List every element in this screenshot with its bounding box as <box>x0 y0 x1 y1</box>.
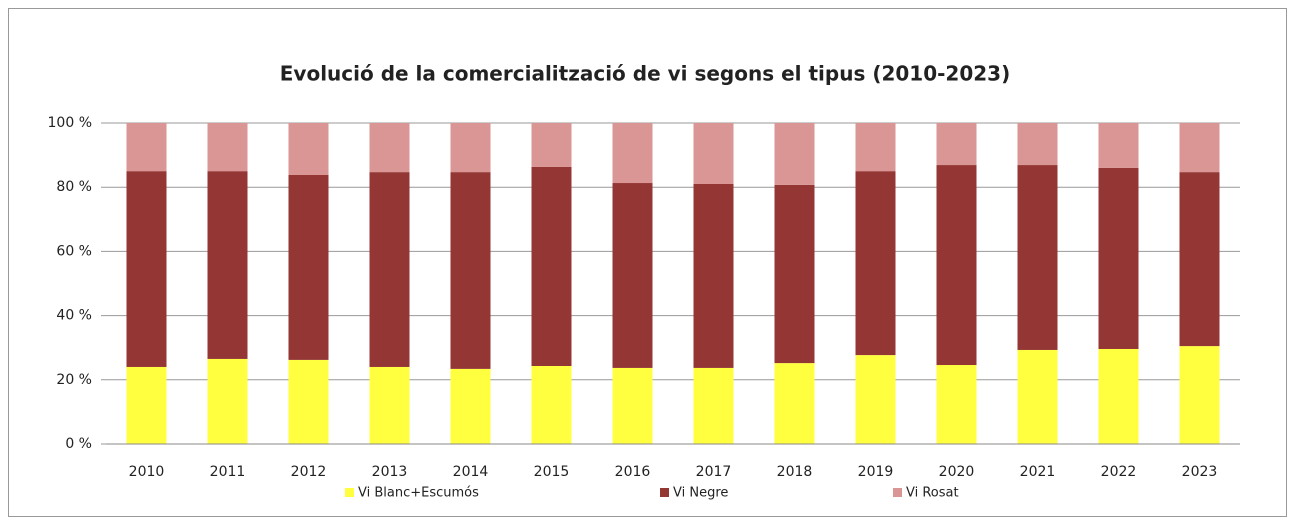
bar-segment <box>1179 172 1220 347</box>
bar-segment <box>936 165 977 366</box>
bar-segment <box>855 355 896 444</box>
bar-segment <box>126 123 167 172</box>
y-tick-label: 100 % <box>48 115 92 131</box>
x-tick-label: 2015 <box>534 464 570 480</box>
bar-segment <box>207 358 248 444</box>
legend: Vi Blanc+Escumós Vi Negre Vi Rosat <box>345 486 959 501</box>
bar-segment <box>531 166 572 366</box>
bar-segment <box>531 123 572 167</box>
y-tick-label: 20 % <box>56 372 92 388</box>
bar-segment <box>288 359 329 444</box>
x-tick-label: 2014 <box>453 464 489 480</box>
bar-segment <box>450 368 491 444</box>
bar-segment <box>369 172 410 367</box>
bar-segment <box>1017 123 1058 166</box>
legend-label: Vi Negre <box>673 486 728 501</box>
bar-segment <box>369 123 410 173</box>
bar-segment <box>369 366 410 444</box>
bar-segment <box>936 365 977 444</box>
bar-segment <box>207 123 248 172</box>
bar-segment <box>612 123 653 184</box>
y-tick-label: 80 % <box>56 179 92 195</box>
bar-segment <box>288 123 329 176</box>
bar-segment <box>1017 349 1058 444</box>
bar-segment <box>693 123 734 184</box>
x-tick-label: 2013 <box>372 464 408 480</box>
legend-swatch <box>660 488 669 497</box>
bar-segment <box>207 171 248 359</box>
chart-title: Evolució de la comercialització de vi se… <box>280 62 1010 86</box>
bar-segment <box>693 183 734 368</box>
bar-segment <box>774 123 815 185</box>
x-tick-label: 2020 <box>939 464 975 480</box>
bar-segment <box>774 184 815 364</box>
x-tick-label: 2022 <box>1101 464 1137 480</box>
x-tick-label: 2011 <box>210 464 246 480</box>
bar-segment <box>693 367 734 444</box>
bar-segment <box>288 175 329 360</box>
bar-segment <box>612 183 653 368</box>
bar-segment <box>1098 167 1139 349</box>
y-tick-label: 0 % <box>65 436 92 452</box>
x-tick-label: 2017 <box>696 464 732 480</box>
legend-swatch <box>345 488 354 497</box>
y-tick-label: 40 % <box>56 308 92 324</box>
legend-label: Vi Blanc+Escumós <box>358 486 479 501</box>
x-tick-label: 2023 <box>1182 464 1218 480</box>
bar-segment <box>450 123 491 173</box>
bar-segment <box>531 365 572 444</box>
x-tick-label: 2012 <box>291 464 327 480</box>
bar-segment <box>936 123 977 166</box>
bar-segment <box>1098 348 1139 444</box>
bar-segment <box>612 367 653 444</box>
bar-segment <box>126 171 167 367</box>
bar-segment <box>1179 346 1220 444</box>
bar-segment <box>1098 123 1139 168</box>
legend-swatch <box>893 488 902 497</box>
x-tick-label: 2010 <box>129 464 165 480</box>
legend-label: Vi Rosat <box>906 486 959 501</box>
x-tick-label: 2018 <box>777 464 813 480</box>
x-tick-label: 2021 <box>1020 464 1056 480</box>
x-tick-label: 2016 <box>615 464 651 480</box>
bar-segment <box>450 172 491 369</box>
bar-segment <box>1017 165 1058 350</box>
y-tick-label: 60 % <box>56 243 92 259</box>
bar-segment <box>774 363 815 444</box>
bar-segment <box>126 366 167 444</box>
bar-segment <box>855 123 896 172</box>
bar-segment <box>855 171 896 356</box>
bar-segment <box>1179 123 1220 173</box>
x-tick-label: 2019 <box>858 464 894 480</box>
